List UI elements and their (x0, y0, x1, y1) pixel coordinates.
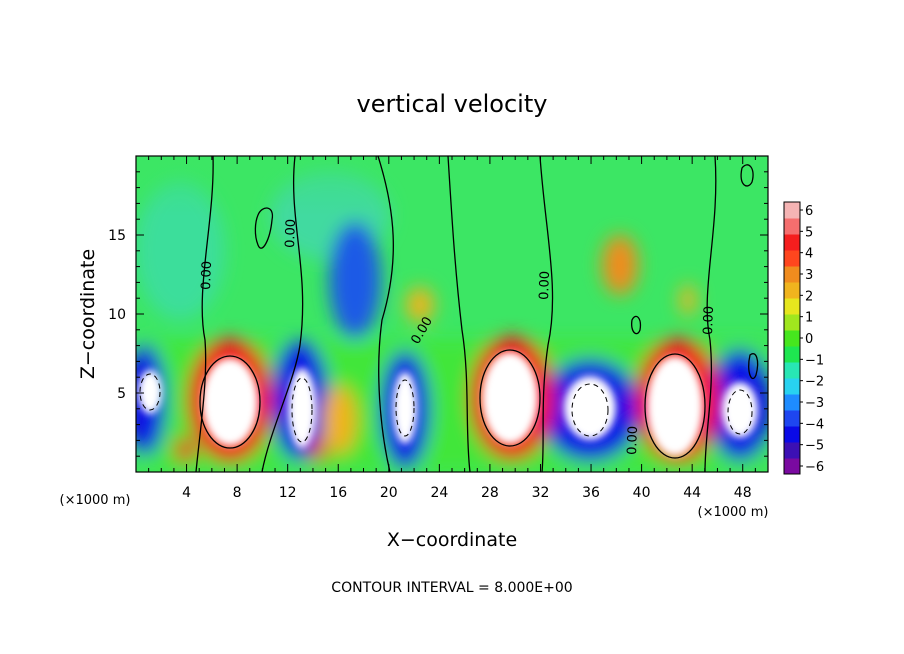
white-core-down-3 (393, 372, 417, 444)
colorbar-label: 6 (805, 204, 813, 219)
white-core-up-3 (647, 356, 703, 456)
colorbar-swatch (784, 394, 800, 411)
colorbar-label: −4 (805, 417, 824, 432)
contour-label-6: 0.00 (625, 426, 641, 455)
dashed-core-3 (395, 379, 415, 437)
colorbar-label: −6 (805, 460, 824, 475)
x-tick-label: 12 (279, 485, 297, 501)
contour-core-up-1 (199, 355, 261, 449)
contour-label-2: 0.00 (283, 219, 299, 248)
x-tick-label: 48 (734, 485, 752, 501)
x-tick-label: 28 (481, 485, 499, 501)
colorbar-swatch (784, 202, 800, 219)
contour-zero-4 (447, 156, 471, 472)
colorbar-label: −5 (805, 439, 824, 454)
x-axis-label: X−coordinate (387, 529, 517, 551)
y-axis: 5 10 15 (108, 155, 768, 473)
colorbar-swatch (784, 250, 800, 267)
colorbar-label: 2 (805, 289, 813, 304)
field-orange-upper-3 (680, 284, 696, 316)
chart-title: vertical velocity (357, 90, 548, 118)
contour-label-5: 0.00 (701, 306, 717, 335)
white-core-down-1 (138, 370, 162, 414)
colorbar-swatch (784, 426, 800, 443)
colorbar-swatch (784, 442, 800, 459)
field-orange-upper-2 (406, 287, 434, 323)
cores-white (138, 352, 758, 456)
dashed-core-5 (727, 389, 753, 435)
colorbar-label: −3 (805, 396, 824, 411)
x-unit-left: (×1000 m) (60, 493, 131, 508)
top-fade (136, 156, 768, 216)
contour-loop-2 (740, 164, 754, 187)
dashed-core-1 (139, 373, 161, 411)
y-tick-label: 15 (108, 228, 126, 244)
contour-zero-1 (195, 156, 214, 472)
colorbar-swatch (784, 362, 800, 379)
contour-label-1: 0.00 (199, 261, 215, 290)
x-tick-label: 16 (329, 485, 347, 501)
colorbar-swatch (784, 282, 800, 299)
colorbar-label: 0 (805, 332, 813, 347)
contour-zero-5 (539, 156, 554, 472)
x-tick-label: 32 (532, 485, 550, 501)
dashed-core-2 (291, 377, 313, 443)
colorbar-label: 1 (805, 311, 813, 326)
x-tick-label: 36 (582, 485, 600, 501)
contour-loop-4 (748, 353, 759, 380)
colorbar-swatch (784, 266, 800, 283)
field-orange-upper (602, 235, 638, 295)
colorbar-label: 3 (805, 268, 813, 283)
contour-zero-3 (377, 156, 394, 472)
contour-core-up-3 (644, 353, 706, 459)
contour-interval-note: CONTOUR INTERVAL = 8.000E+00 (331, 580, 572, 596)
plot-area: 0.00 0.00 0.00 0.00 0.00 0.00 (136, 156, 768, 472)
up-small-3 (310, 438, 326, 462)
x-tick-label: 20 (380, 485, 398, 501)
contour-zero-6 (704, 156, 717, 472)
colorbar-label: 5 (805, 225, 813, 240)
colorbar-swatch (784, 330, 800, 347)
contour-lines (195, 156, 759, 472)
colorbar-swatch (784, 410, 800, 427)
white-core-up-1 (202, 358, 258, 446)
y-tick-label: 5 (117, 386, 126, 402)
colorbar-swatch (784, 218, 800, 235)
y-tick-label: 10 (108, 307, 126, 323)
colorbar-label: −1 (805, 353, 824, 368)
colorbar-label: −2 (805, 375, 824, 390)
colorbar-label: 4 (805, 247, 813, 262)
x-axis: 4 8 12 16 20 24 28 32 36 40 44 48 (135, 156, 769, 501)
contour-dashed (139, 373, 753, 443)
colorbar-swatch (784, 458, 800, 475)
x-tick-label: 24 (430, 485, 448, 501)
y-axis-label: Z−coordinate (77, 249, 99, 379)
colorbar-swatch (784, 378, 800, 395)
white-core-down-5 (722, 382, 758, 438)
contour-loop-3 (630, 315, 642, 335)
colorbar-swatch (784, 298, 800, 315)
x-tick-label: 40 (633, 485, 651, 501)
contour-zero-2 (261, 156, 304, 472)
up-small-1 (175, 438, 195, 462)
white-core-up-2 (482, 352, 538, 444)
colorbar: 6 5 4 3 2 1 0 −1 −2 −3 −4 −5 −6 (783, 201, 824, 475)
x-tick-label: 44 (683, 485, 701, 501)
field-blue-column (329, 222, 381, 338)
colorbar-swatch (784, 314, 800, 331)
contour-loop-1 (254, 207, 274, 249)
x-unit-right: (×1000 m) (698, 505, 769, 520)
x-tick-label: 8 (233, 485, 242, 501)
contour-core-up-2 (479, 349, 541, 447)
x-tick-label: 4 (182, 485, 191, 501)
dashed-core-4 (571, 383, 609, 437)
colorbar-swatch (784, 346, 800, 363)
contour-label-4: 0.00 (537, 271, 553, 300)
colorbar-swatch (784, 234, 800, 251)
up-small-2 (322, 385, 358, 455)
